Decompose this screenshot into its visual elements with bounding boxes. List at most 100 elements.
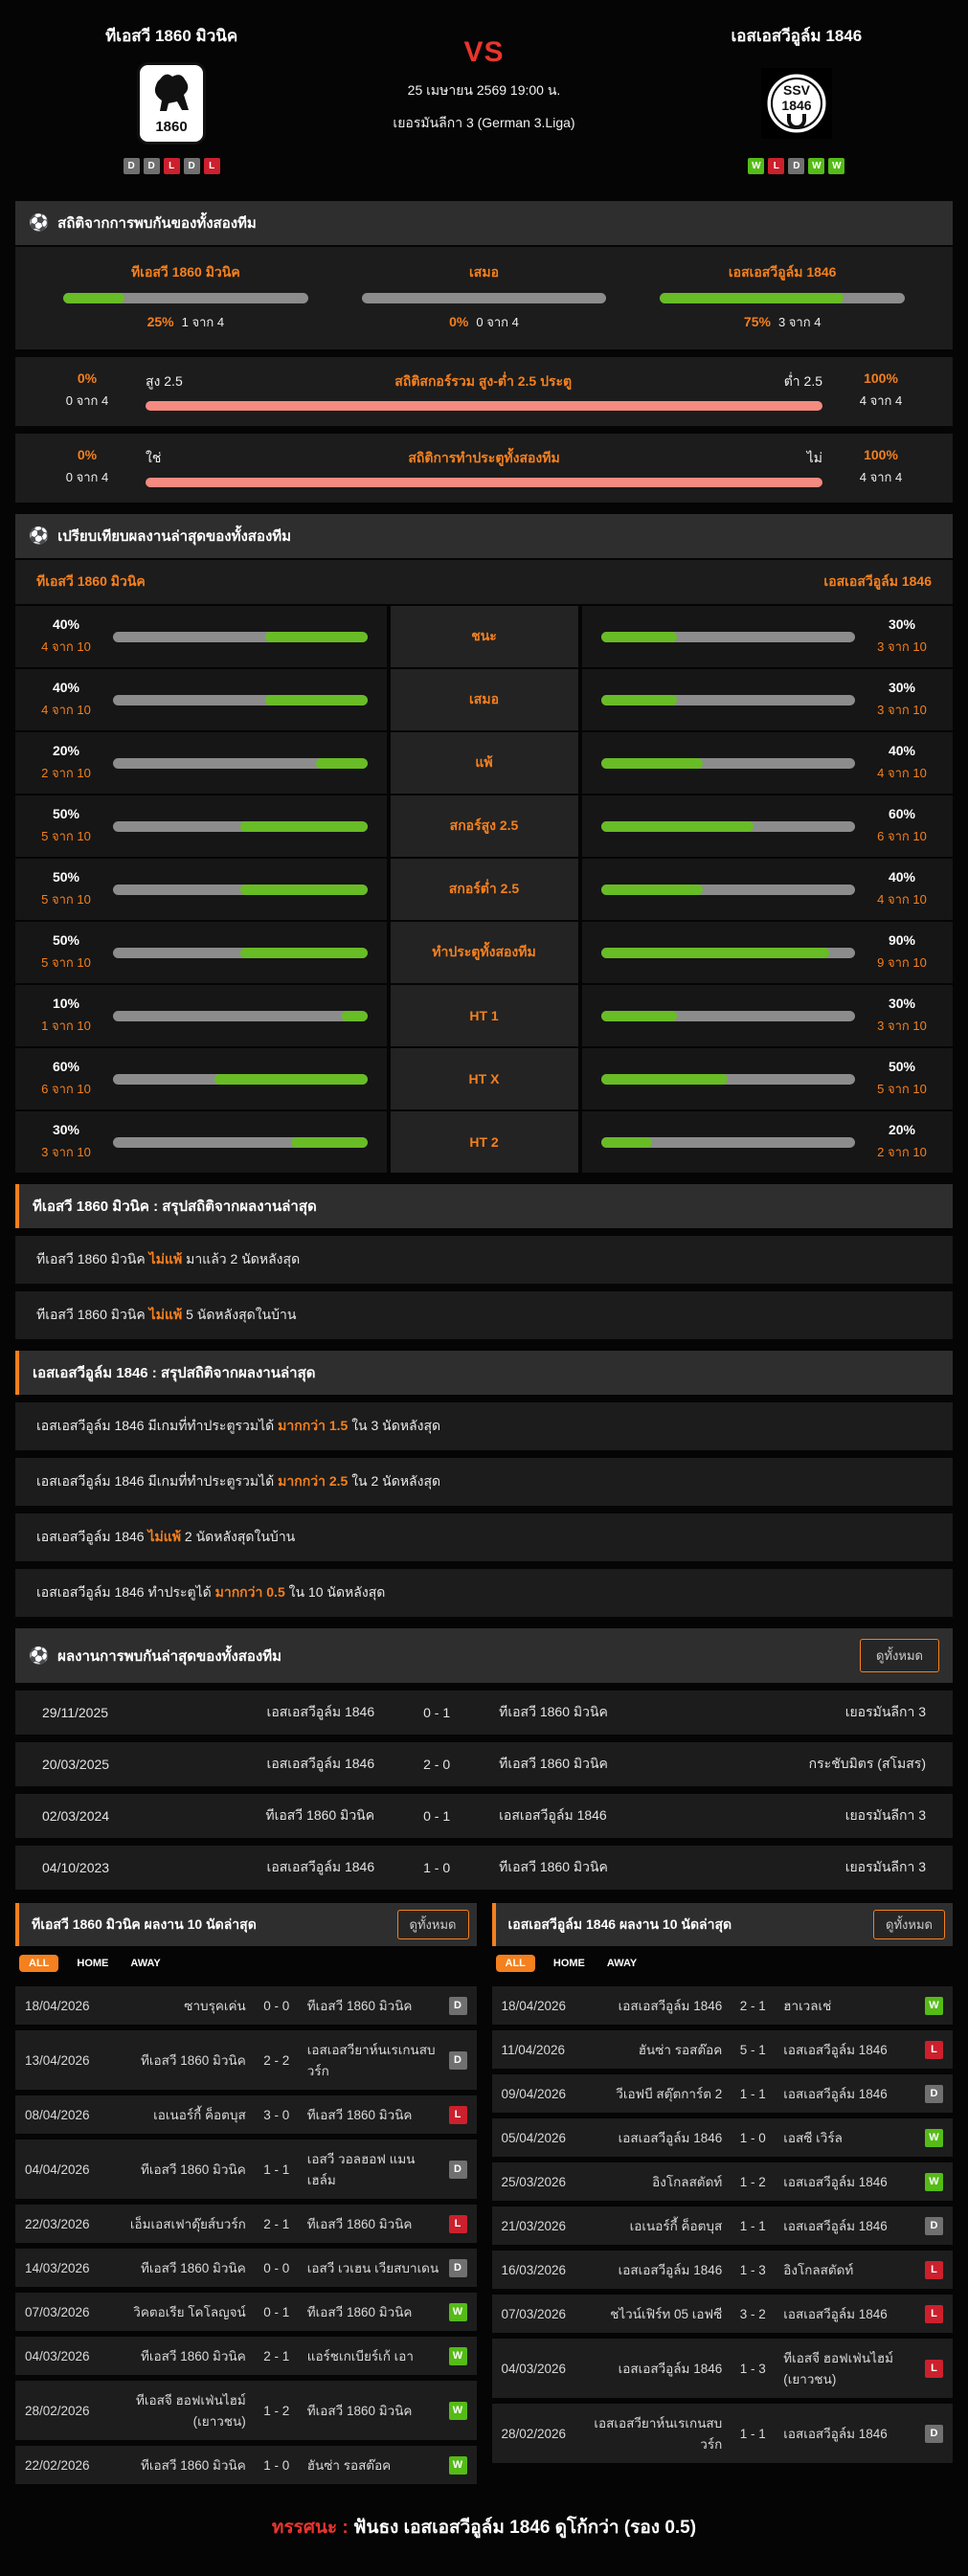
btts-title: สถิติการทำประตูทั้งสองทีม	[408, 449, 560, 465]
h2h-view-all-button[interactable]: ดูทั้งหมด	[860, 1639, 939, 1672]
comparison-row: 10% 1 จาก 10 HT 1 30%	[15, 985, 953, 1046]
h2h-win-column: เสมอ 0% 0 จาก 4	[361, 262, 607, 332]
away-bar-fill	[600, 820, 754, 832]
match-away-team: ทีเอสจี ฮอฟเฟ่นไฮม์ (เยาวชน)	[783, 2351, 894, 2386]
tab-home[interactable]: HOME	[552, 1958, 585, 1969]
form-match-row: 16/03/2026 เอสเอสวีอูล์ม 1846 1 - 3 อิงโ…	[491, 2251, 953, 2289]
result-badge: D	[925, 2084, 943, 2103]
match-away-team: เอสวี เวเฮน เวียสบาเดน	[306, 2261, 439, 2275]
h2h-match-rows: 29/11/2025 เอสเอสวีอูล์ม 1846 0 - 1 ทีเอ…	[15, 1691, 953, 1890]
h2h-win-pct: 0%	[449, 314, 469, 329]
summary-line: เอสเอสวีอูล์ม 1846 มีเกมที่ทำประตูรวมได้…	[15, 1458, 953, 1506]
summary-highlight: มากกว่า 1.5	[278, 1418, 349, 1433]
result-badge: D	[448, 2160, 467, 2179]
home-bar-fill	[214, 1073, 368, 1085]
comparison-row-label: ชนะ	[390, 606, 578, 667]
result-badge: W	[925, 2172, 943, 2191]
comparison-row-label: ทำประตูทั้งสองทีม	[390, 922, 578, 983]
match-score: 1 - 0	[263, 2457, 290, 2473]
home-bar-fill	[265, 631, 368, 642]
comparison-home-cell: 40% 4 จาก 10	[15, 669, 387, 730]
match-center-block: VS 25 เมษายน 2569 19:00 น. เยอรมันลีกา 3…	[327, 23, 640, 174]
match-home-team: เอสเอสวีอูล์ม 1846	[618, 1999, 723, 2013]
tab-away[interactable]: AWAY	[606, 1958, 638, 1969]
result-badge: W	[448, 2455, 467, 2475]
home-pct: 30%	[52, 1122, 80, 1137]
home-bar	[113, 820, 368, 832]
match-date: 14/03/2026	[25, 2260, 90, 2275]
match-date: 07/03/2026	[501, 2306, 567, 2321]
h2h-win-count: 1 จาก 4	[181, 315, 225, 329]
match-score: 5 - 1	[739, 2042, 766, 2057]
away-count: 3 จาก 10	[877, 1019, 927, 1033]
comparison-home-cell: 50% 5 จาก 10	[15, 859, 387, 920]
match-home-team: ทีเอสวี 1860 มิวนิค	[141, 2053, 246, 2068]
home-bar-fill	[341, 1010, 368, 1021]
match-date: 04/04/2026	[25, 2162, 90, 2177]
match-away-team: อิงโกลสตัดท์	[783, 2263, 854, 2277]
away-summary-title: เอสเอสวีอูล์ม 1846 : สรุปสถิติจากผลงานล่…	[33, 1365, 316, 1381]
comparison-row-label: เสมอ	[390, 669, 578, 730]
away-form-table-title: เอสเอสวีอูล์ม 1846 ผลงาน 10 นัดล่าสุด	[507, 1915, 732, 1932]
tab-all[interactable]: ALL	[19, 1955, 59, 1972]
away-form-rows: 18/04/2026 เอสเอสวีอูล์ม 1846 2 - 1 ฮาเว…	[491, 1986, 953, 2463]
home-bar	[113, 631, 368, 642]
result-badge: D	[925, 2424, 943, 2443]
h2h-win-column: ทีเอสวี 1860 มิวนิค 25% 1 จาก 4	[63, 262, 308, 332]
away-form-view-all-button[interactable]: ดูทั้งหมด	[873, 1910, 945, 1939]
home-summary-title: ทีเอสวี 1860 มิวนิค : สรุปสถิติจากผลงานล…	[33, 1198, 317, 1215]
match-away-team: เอสเอสวีอูล์ม 1846	[783, 2307, 888, 2321]
match-date: 28/02/2026	[25, 2403, 90, 2418]
match-date: 20/03/2025	[42, 1757, 110, 1772]
comparison-away-cell: 40% 4 จาก 10	[581, 859, 953, 920]
home-bar	[113, 947, 368, 958]
match-score: 2 - 2	[263, 2052, 290, 2068]
ou-right-pct: 100%	[864, 370, 898, 386]
comparison-home-cell: 20% 2 จาก 10	[15, 732, 387, 794]
h2h-win-pct: 25%	[146, 314, 174, 329]
ou-left-label: สูง 2.5	[146, 372, 183, 389]
form-match-row: 14/03/2026 ทีเอสวี 1860 มิวนิค 0 - 0 เอส…	[15, 2249, 477, 2287]
form-match-row: 07/03/2026 วิคตอเรีย โคโลญจน์ 0 - 1 ทีเอ…	[15, 2293, 477, 2331]
match-home-team: เอสเอสวีอูล์ม 1846	[266, 1704, 375, 1719]
match-score: 2 - 0	[423, 1757, 451, 1772]
away-count: 4 จาก 10	[877, 892, 927, 907]
away-summary-lines: เอสเอสวีอูล์ม 1846 มีเกมที่ทำประตูรวมได้…	[15, 1402, 953, 1617]
match-away-team: เอสเอสวียาห์นเรเกนสบวร์ก	[306, 2043, 436, 2078]
btts-stat-row: 0% 0 จาก 4 ใช่ สถิติการทำประตูทั้งสองทีม…	[15, 434, 953, 503]
home-summary-section: ทีเอสวี 1860 มิวนิค : สรุปสถิติจากผลงานล…	[15, 1184, 953, 1339]
home-summary-header: ทีเอสวี 1860 มิวนิค : สรุปสถิติจากผลงานล…	[15, 1184, 953, 1228]
form-match-row: 22/02/2026 ทีเอสวี 1860 มิวนิค 1 - 0 ฮัน…	[15, 2446, 477, 2484]
comparison-home-cell: 60% 6 จาก 10	[15, 1048, 387, 1109]
away-bar-fill	[600, 1073, 729, 1085]
match-date: 22/03/2026	[25, 2216, 90, 2231]
tab-away[interactable]: AWAY	[130, 1958, 161, 1969]
h2h-win-bar	[660, 293, 906, 303]
match-score: 0 - 1	[263, 2304, 290, 2319]
soccer-ball-icon: ⚽	[29, 1646, 50, 1665]
result-badge: W	[925, 1996, 943, 2015]
away-count: 9 จาก 10	[877, 955, 927, 970]
match-away-team: เอสซี เวิร์ล	[783, 2131, 843, 2145]
comparison-home-cell: 50% 5 จาก 10	[15, 795, 387, 857]
tab-all[interactable]: ALL	[495, 1955, 535, 1972]
form-match-row: 04/03/2026 ทีเอสวี 1860 มิวนิค 2 - 1 แอร…	[15, 2337, 477, 2375]
comparison-row: 40% 4 จาก 10 ชนะ 30%	[15, 606, 953, 667]
home-bar	[113, 1136, 368, 1148]
h2h-win-panel: ทีเอสวี 1860 มิวนิค 25% 1 จาก 4 เสมอ 0% …	[15, 247, 953, 349]
match-home-team: ทีเอสจี ฮอฟเฟ่นไฮม์ (เยาวชน)	[135, 2393, 246, 2429]
summary-highlight: ไม่แพ้	[147, 1529, 182, 1544]
home-form-view-all-button[interactable]: ดูทั้งหมด	[396, 1910, 469, 1939]
comparison-team-names: ทีเอสวี 1860 มิวนิค เอสเอสวีอูล์ม 1846	[15, 560, 953, 604]
home-form-badges: D D L D L	[123, 158, 220, 174]
tab-home[interactable]: HOME	[77, 1958, 109, 1969]
summary-pre: เอสเอสวีอูล์ม 1846 มีเกมที่ทำประตูรวมได้	[36, 1473, 275, 1489]
h2h-win-label: เอสเอสวีอูล์ม 1846	[728, 264, 837, 280]
btts-right-label: ไม่	[806, 449, 822, 465]
h2h-win-bar	[361, 293, 607, 303]
away-form-table-header: เอสเอสวีอูล์ม 1846 ผลงาน 10 นัดล่าสุด ดู…	[491, 1903, 953, 1946]
h2h-win-label: เสมอ	[469, 264, 499, 280]
match-datetime: 25 เมษายน 2569 19:00 น.	[407, 82, 561, 98]
h2h-matches-header: ⚽ ผลงานการพบกันล่าสุดของทั้งสองทีม ดูทั้…	[15, 1628, 953, 1683]
match-home-team: ฮันซ่า รอสต๊อค	[638, 2043, 723, 2057]
